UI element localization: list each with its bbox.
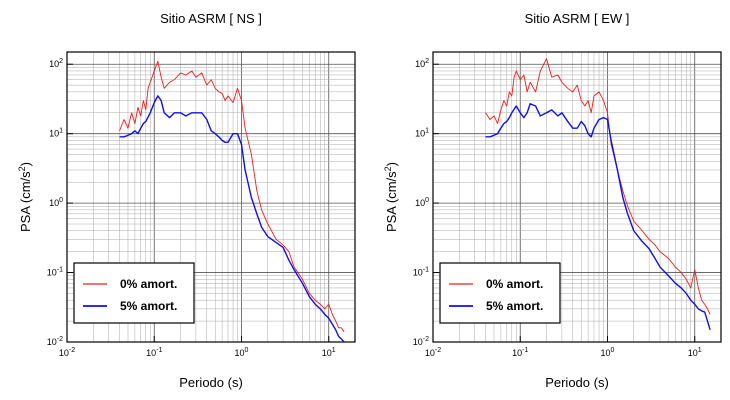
series-line-1: [119, 60, 345, 333]
y-axis-label-main: PSA (cm/s: [384, 171, 399, 232]
y-tick-label: 102: [415, 58, 429, 69]
x-tick-base: 10: [601, 348, 611, 358]
y-tick-exp: -2: [57, 336, 63, 343]
y-tick-exp: -2: [423, 336, 429, 343]
y-axis-label-close: ): [384, 162, 399, 166]
x-tick-exp: 1: [698, 347, 702, 354]
y-tick-label: 10-2: [47, 336, 63, 347]
x-tick-base: 10: [59, 348, 69, 358]
x-tick-base: 10: [512, 348, 522, 358]
x-tick-exp: 1: [332, 347, 336, 354]
series-group: [119, 60, 345, 342]
y-axis-label-sup: 2: [17, 166, 27, 171]
x-tick-label: 100: [235, 347, 249, 358]
x-tick-label: 101: [688, 347, 702, 358]
legend-box: [439, 262, 561, 324]
chart-title: Sitio ASRM [ EW ]: [525, 11, 630, 26]
x-tick-label: 10-2: [425, 347, 441, 358]
chart-title: Sitio ASRM [ NS ]: [160, 11, 262, 26]
legend-label-1: 0% amort.: [486, 277, 543, 291]
y-tick-base: 10: [415, 129, 425, 139]
legend-label-2: 5% amort.: [486, 299, 543, 313]
x-tick-label: 10-2: [59, 347, 75, 358]
y-tick-exp: 2: [59, 58, 63, 65]
y-tick-exp: 0: [425, 197, 429, 204]
grid: [66, 52, 356, 343]
y-tick-base: 10: [47, 337, 57, 347]
plot-frame: [66, 51, 356, 343]
y-tick-exp: 1: [425, 128, 429, 135]
x-tick-base: 10: [322, 348, 332, 358]
y-axis-label-sup: 2: [383, 166, 393, 171]
series-group: [485, 58, 711, 330]
y-tick-base: 10: [49, 129, 59, 139]
series-line-1: [485, 58, 711, 315]
y-tick-base: 10: [413, 268, 423, 278]
y-tick-exp: 1: [59, 128, 63, 135]
x-tick-base: 10: [235, 348, 245, 358]
legend-label-2: 5% amort.: [120, 299, 177, 313]
y-tick-label: 100: [49, 197, 63, 208]
x-tick-exp: -1: [156, 347, 162, 354]
y-tick-label: 101: [49, 128, 63, 139]
x-tick-base: 10: [688, 348, 698, 358]
y-axis-label: PSA (cm/s2): [383, 162, 399, 232]
x-tick-exp: -2: [435, 347, 441, 354]
y-tick-label: 101: [415, 128, 429, 139]
y-axis-label: PSA (cm/s2): [17, 162, 33, 232]
legend-label-1: 0% amort.: [120, 277, 177, 291]
legend: 0% amort. 5% amort.: [73, 262, 195, 324]
y-tick-exp: 2: [425, 58, 429, 65]
series-line-2: [485, 103, 711, 330]
y-tick-base: 10: [415, 198, 425, 208]
x-tick-exp: 0: [245, 347, 249, 354]
series-line-2: [119, 95, 345, 342]
y-tick-base: 10: [47, 268, 57, 278]
x-tick-label: 10-1: [512, 347, 528, 358]
y-tick-base: 10: [49, 59, 59, 69]
x-tick-label: 10-1: [146, 347, 162, 358]
x-tick-base: 10: [425, 348, 435, 358]
y-tick-label: 102: [49, 58, 63, 69]
legend: 0% amort. 5% amort.: [439, 262, 561, 324]
y-tick-label: 100: [415, 197, 429, 208]
y-tick-exp: -1: [57, 267, 63, 274]
x-axis-label: Periodo (s): [545, 375, 609, 390]
y-tick-exp: -1: [423, 267, 429, 274]
y-tick-label: 10-2: [413, 336, 429, 347]
x-tick-exp: -1: [522, 347, 528, 354]
y-tick-label: 10-1: [47, 267, 63, 278]
x-tick-exp: 0: [611, 347, 615, 354]
x-tick-label: 101: [322, 347, 336, 358]
x-axis-label: Periodo (s): [179, 375, 243, 390]
x-tick-label: 100: [601, 347, 615, 358]
y-tick-label: 10-1: [413, 267, 429, 278]
x-tick-base: 10: [146, 348, 156, 358]
y-tick-exp: 0: [59, 197, 63, 204]
plot-frame: [432, 51, 722, 343]
x-tick-exp: -2: [69, 347, 75, 354]
y-tick-base: 10: [413, 337, 423, 347]
legend-box: [73, 262, 195, 324]
y-axis-label-close: ): [18, 162, 33, 166]
y-axis-label-main: PSA (cm/s: [18, 171, 33, 232]
y-tick-base: 10: [415, 59, 425, 69]
y-tick-base: 10: [49, 198, 59, 208]
